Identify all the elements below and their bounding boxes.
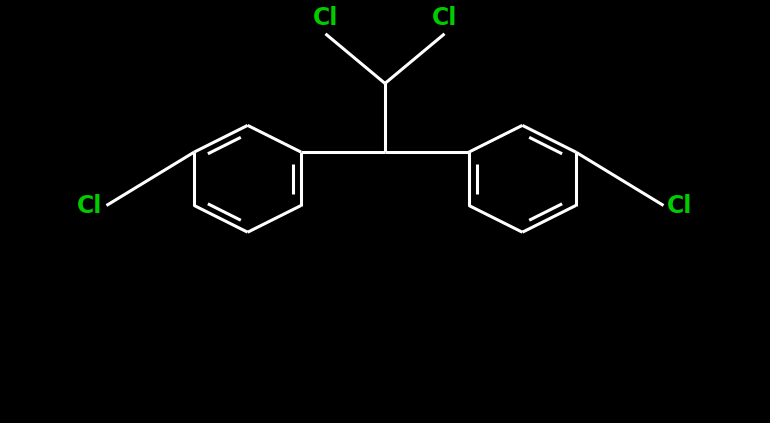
Text: Cl: Cl (432, 6, 457, 30)
Text: Cl: Cl (313, 6, 338, 30)
Text: Cl: Cl (668, 193, 693, 217)
Text: Cl: Cl (77, 193, 102, 217)
